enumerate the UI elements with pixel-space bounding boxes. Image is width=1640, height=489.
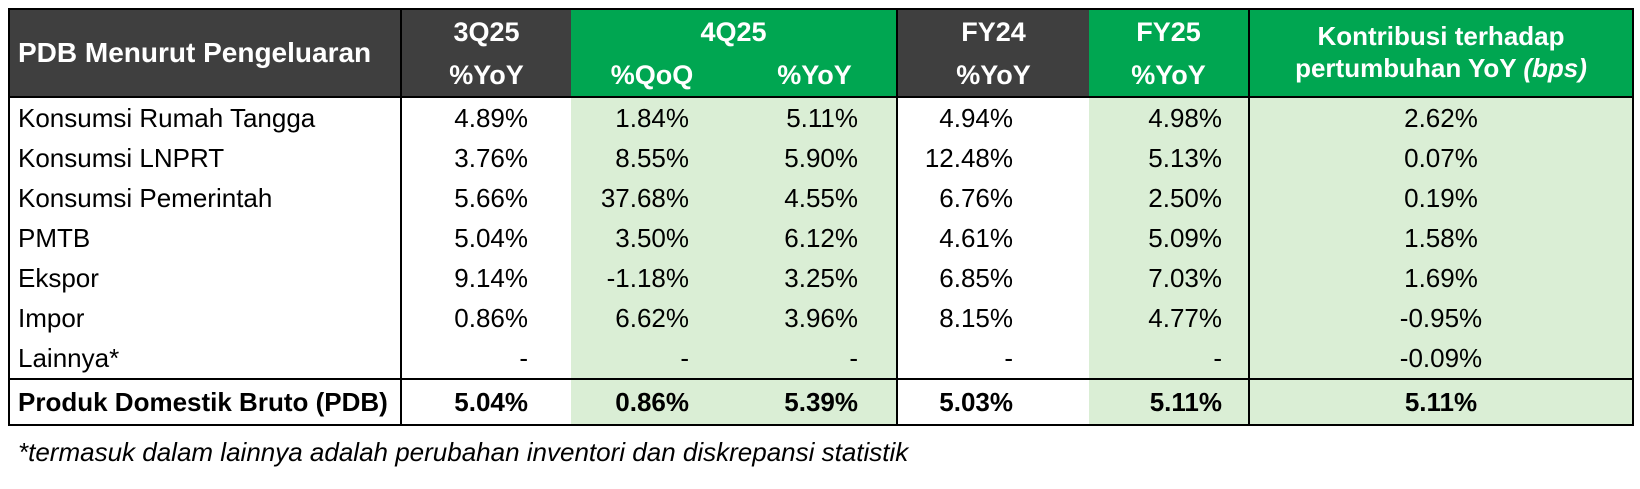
table-row: PMTB 5.04% 3.50% 6.12% 4.61% 5.09% 1.58% [9,218,1633,258]
data-cell: 5.90% [733,138,897,178]
subheader-4q25-qoq: %QoQ [571,54,733,97]
data-cell: 1.69% [1248,258,1633,298]
header-fy25: FY25 [1089,9,1249,54]
data-cell: -0.09% [1248,338,1633,379]
header-kontribusi-line2: pertumbuhan YoY (bps) [1295,53,1587,83]
row-label: Konsumsi LNPRT [18,142,225,173]
data-cell: 5.03% [896,379,1089,425]
data-cell: - [571,338,733,379]
data-cell: 1.58% [1248,218,1633,258]
page: PDB Menurut Pengeluaran 3Q25 4Q25 FY24 F… [8,8,1634,467]
data-cell: 6.76% [896,178,1089,218]
data-cell: 3.76% [400,138,571,178]
data-cell: 6.85% [896,258,1089,298]
data-cell: 4.94% [896,97,1089,138]
header-kontribusi-line1: Kontribusi terhadap [1317,21,1565,52]
data-cell: 3.50% [571,218,733,258]
data-cell: 37.68% [571,178,733,218]
data-cell: - [1089,338,1249,379]
data-cell: 5.13% [1089,138,1249,178]
data-cell: 4.61% [896,218,1089,258]
data-cell: 5.04% [400,379,571,425]
row-label: Produk Domestik Bruto (PDB) [18,386,388,417]
data-cell: 8.15% [896,298,1089,338]
data-cell: 0.19% [1248,178,1633,218]
data-cell: 6.62% [571,298,733,338]
row-label: Ekspor [18,262,99,293]
data-cell: 5.09% [1089,218,1249,258]
data-cell: 5.39% [733,379,897,425]
data-cell: 5.66% [400,178,571,218]
data-cell: 2.62% [1248,97,1633,138]
data-cell: 8.55% [571,138,733,178]
data-cell: 0.07% [1248,138,1633,178]
table-title-cell: PDB Menurut Pengeluaran [9,9,401,97]
data-cell: -1.18% [571,258,733,298]
subheader-4q25-yoy: %YoY [733,54,897,97]
data-cell: 3.96% [733,298,897,338]
data-cell: 5.04% [400,218,571,258]
data-cell: 6.12% [733,218,897,258]
data-cell: 5.11% [1089,379,1249,425]
table-row-total: Produk Domestik Bruto (PDB) 5.04% 0.86% … [9,379,1633,425]
table-row: Konsumsi Rumah Tangga 4.89% 1.84% 5.11% … [9,97,1633,138]
data-cell: 4.89% [400,97,571,138]
data-cell: 3.25% [733,258,897,298]
table-row: Impor 0.86% 6.62% 3.96% 8.15% 4.77% -0.9… [9,298,1633,338]
row-label: Konsumsi Rumah Tangga [18,102,316,133]
table-row: Lainnya* - - - - - -0.09% [9,338,1633,379]
data-cell: - [896,338,1089,379]
header-3q25: 3Q25 [400,9,571,54]
header-4q25: 4Q25 [571,9,897,54]
data-cell: -0.95% [1248,298,1633,338]
subheader-fy24-yoy: %YoY [896,54,1089,97]
data-cell: 4.55% [733,178,897,218]
subheader-3q25-yoy: %YoY [400,54,571,97]
table-row: Konsumsi LNPRT 3.76% 8.55% 5.90% 12.48% … [9,138,1633,178]
data-cell: - [733,338,897,379]
row-label: PMTB [18,222,91,253]
data-cell: 4.98% [1089,97,1249,138]
row-label: Lainnya* [18,342,120,373]
table-row: Ekspor 9.14% -1.18% 3.25% 6.85% 7.03% 1.… [9,258,1633,298]
header-kontribusi: Kontribusi terhadap pertumbuhan YoY (bps… [1248,9,1633,97]
data-cell: 4.77% [1089,298,1249,338]
header-kontribusi-bps: (bps) [1523,53,1587,83]
pdb-expenditure-table: PDB Menurut Pengeluaran 3Q25 4Q25 FY24 F… [8,8,1634,426]
row-label: Impor [18,302,85,333]
data-cell: 12.48% [896,138,1089,178]
data-cell: 5.11% [733,97,897,138]
data-cell: 9.14% [400,258,571,298]
table-row: Konsumsi Pemerintah 5.66% 37.68% 4.55% 6… [9,178,1633,218]
data-cell: 0.86% [571,379,733,425]
subheader-fy25-yoy: %YoY [1089,54,1249,97]
data-cell: 7.03% [1089,258,1249,298]
data-cell: 5.11% [1248,379,1633,425]
footnote: *termasuk dalam lainnya adalah perubahan… [18,437,909,467]
header-fy24: FY24 [896,9,1089,54]
data-cell: 1.84% [571,97,733,138]
data-cell: 0.86% [400,298,571,338]
data-cell: 2.50% [1089,178,1249,218]
row-label: Konsumsi Pemerintah [18,182,273,213]
data-cell: - [400,338,571,379]
